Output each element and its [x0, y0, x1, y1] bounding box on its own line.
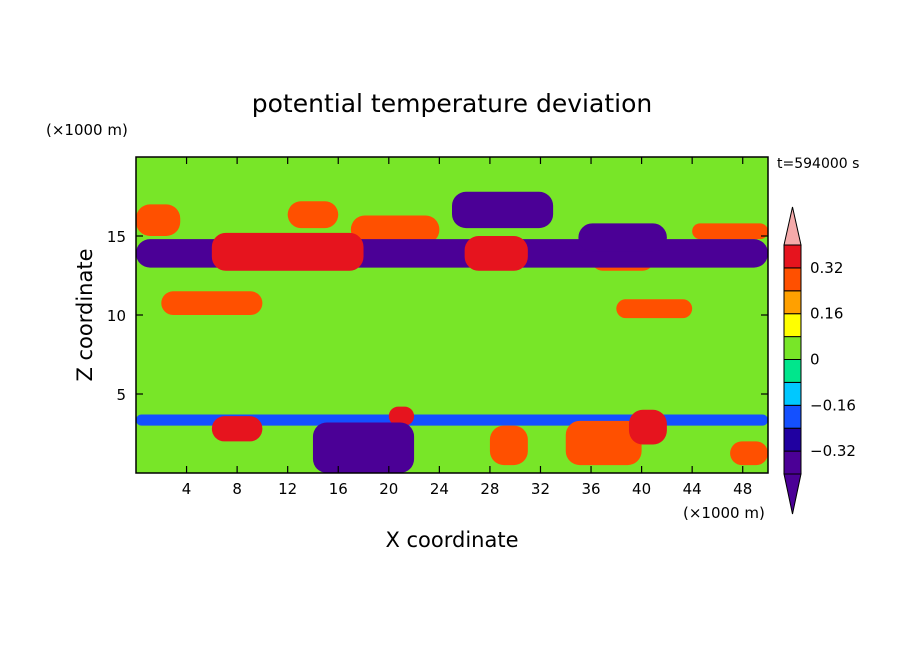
- field-region: [287, 201, 339, 229]
- x-tick-label: 48: [733, 480, 752, 498]
- y-tick-label: 5: [116, 386, 126, 404]
- y-axis-title: Z coordinate: [73, 248, 97, 381]
- colorbar-box: [783, 290, 802, 315]
- colorbar-extend-max: [783, 206, 802, 246]
- field-region: [730, 441, 768, 466]
- chart-title: potential temperature deviation: [252, 89, 652, 118]
- field-region: [136, 204, 181, 236]
- colorbar-box: [783, 404, 802, 429]
- contour-field: [136, 191, 768, 473]
- colorbar-label: −0.32: [810, 442, 856, 460]
- field-region: [464, 236, 528, 271]
- x-tick-label: 24: [430, 480, 449, 498]
- colorbar-box: [783, 336, 802, 361]
- x-tick-label: 16: [329, 480, 348, 498]
- y-axis: 5 10 15: [107, 228, 768, 404]
- field-region: [312, 422, 415, 473]
- x-tick-label: 28: [480, 480, 499, 498]
- colorbar-box: [783, 381, 802, 406]
- field-region: [388, 406, 415, 426]
- y-tick-label: 10: [107, 307, 126, 325]
- field-region: [161, 291, 263, 315]
- x-tick-label: 20: [379, 480, 398, 498]
- field-region: [211, 416, 263, 442]
- field-region: [565, 420, 642, 466]
- colorbar-box: [783, 359, 802, 383]
- field-region: [578, 223, 667, 252]
- x-tick-label: 36: [581, 480, 600, 498]
- colorbar: 0.32 0.16 0 −0.16 −0.32: [783, 206, 856, 515]
- x-tick-label: 12: [278, 480, 297, 498]
- x-tick-label: 44: [683, 480, 702, 498]
- time-label: t=594000 s: [777, 156, 859, 172]
- colorbar-label: 0.16: [810, 305, 843, 323]
- field-region: [616, 299, 693, 319]
- field-region: [136, 322, 768, 410]
- colorbar-box: [783, 450, 802, 475]
- field-region: [452, 191, 554, 229]
- x-tick-label: 8: [232, 480, 242, 498]
- field-region: [489, 425, 528, 466]
- colorbar-box: [783, 267, 802, 292]
- colorbar-label: −0.16: [810, 396, 856, 414]
- y-tick-label: 15: [107, 228, 126, 246]
- colorbar-label: 0.32: [810, 259, 843, 277]
- x-tick-label: 32: [531, 480, 550, 498]
- x-axis: 4 8 12 16 20 24 28 32 36 40 44 48: [182, 157, 752, 498]
- x-tick-label: 4: [182, 480, 192, 498]
- field-region: [628, 409, 667, 445]
- colorbar-label: 0: [810, 351, 820, 369]
- colorbar-box: [783, 313, 802, 338]
- y-unit-label: (×1000 m): [46, 121, 128, 139]
- x-axis-title: X coordinate: [385, 528, 518, 552]
- colorbar-extend-min: [783, 473, 802, 515]
- x-unit-label: (×1000 m): [683, 504, 765, 522]
- x-tick-label: 40: [632, 480, 651, 498]
- field-region: [692, 223, 768, 240]
- colorbar-box: [783, 427, 802, 452]
- field-region: [211, 232, 364, 271]
- colorbar-box: [783, 244, 802, 269]
- field-region: [350, 215, 440, 244]
